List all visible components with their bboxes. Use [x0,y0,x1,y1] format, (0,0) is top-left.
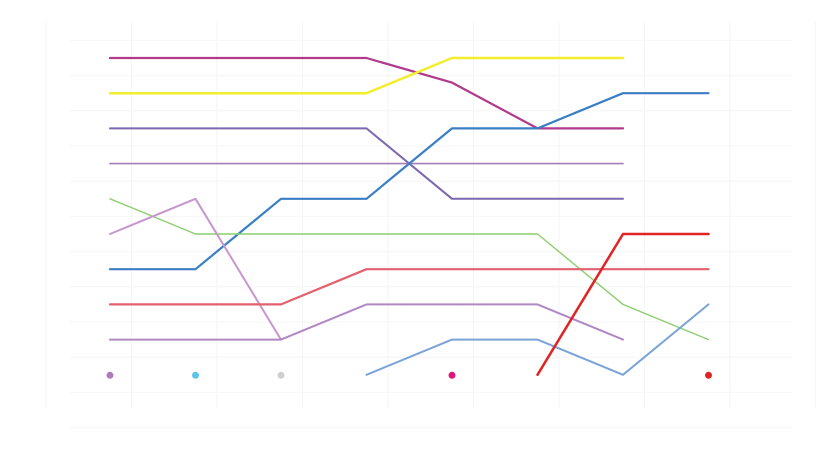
series-line-6 [109,198,710,341]
series-line-8 [108,268,710,306]
series-line-2 [108,56,625,95]
point-marker-1 [106,371,114,379]
series-line-9 [109,303,624,341]
series-layer [108,56,710,377]
series-line-7 [109,197,282,341]
point-marker-3 [277,371,285,379]
series-line-3 [109,127,624,200]
series-line-10 [365,303,710,376]
point-marker-5 [705,371,712,379]
point-marker-4 [448,371,456,379]
series-line-5 [108,92,710,271]
grid-layer [45,22,816,429]
series-line-11 [536,232,710,377]
marker-layer [106,371,712,379]
point-marker-2 [192,371,199,379]
